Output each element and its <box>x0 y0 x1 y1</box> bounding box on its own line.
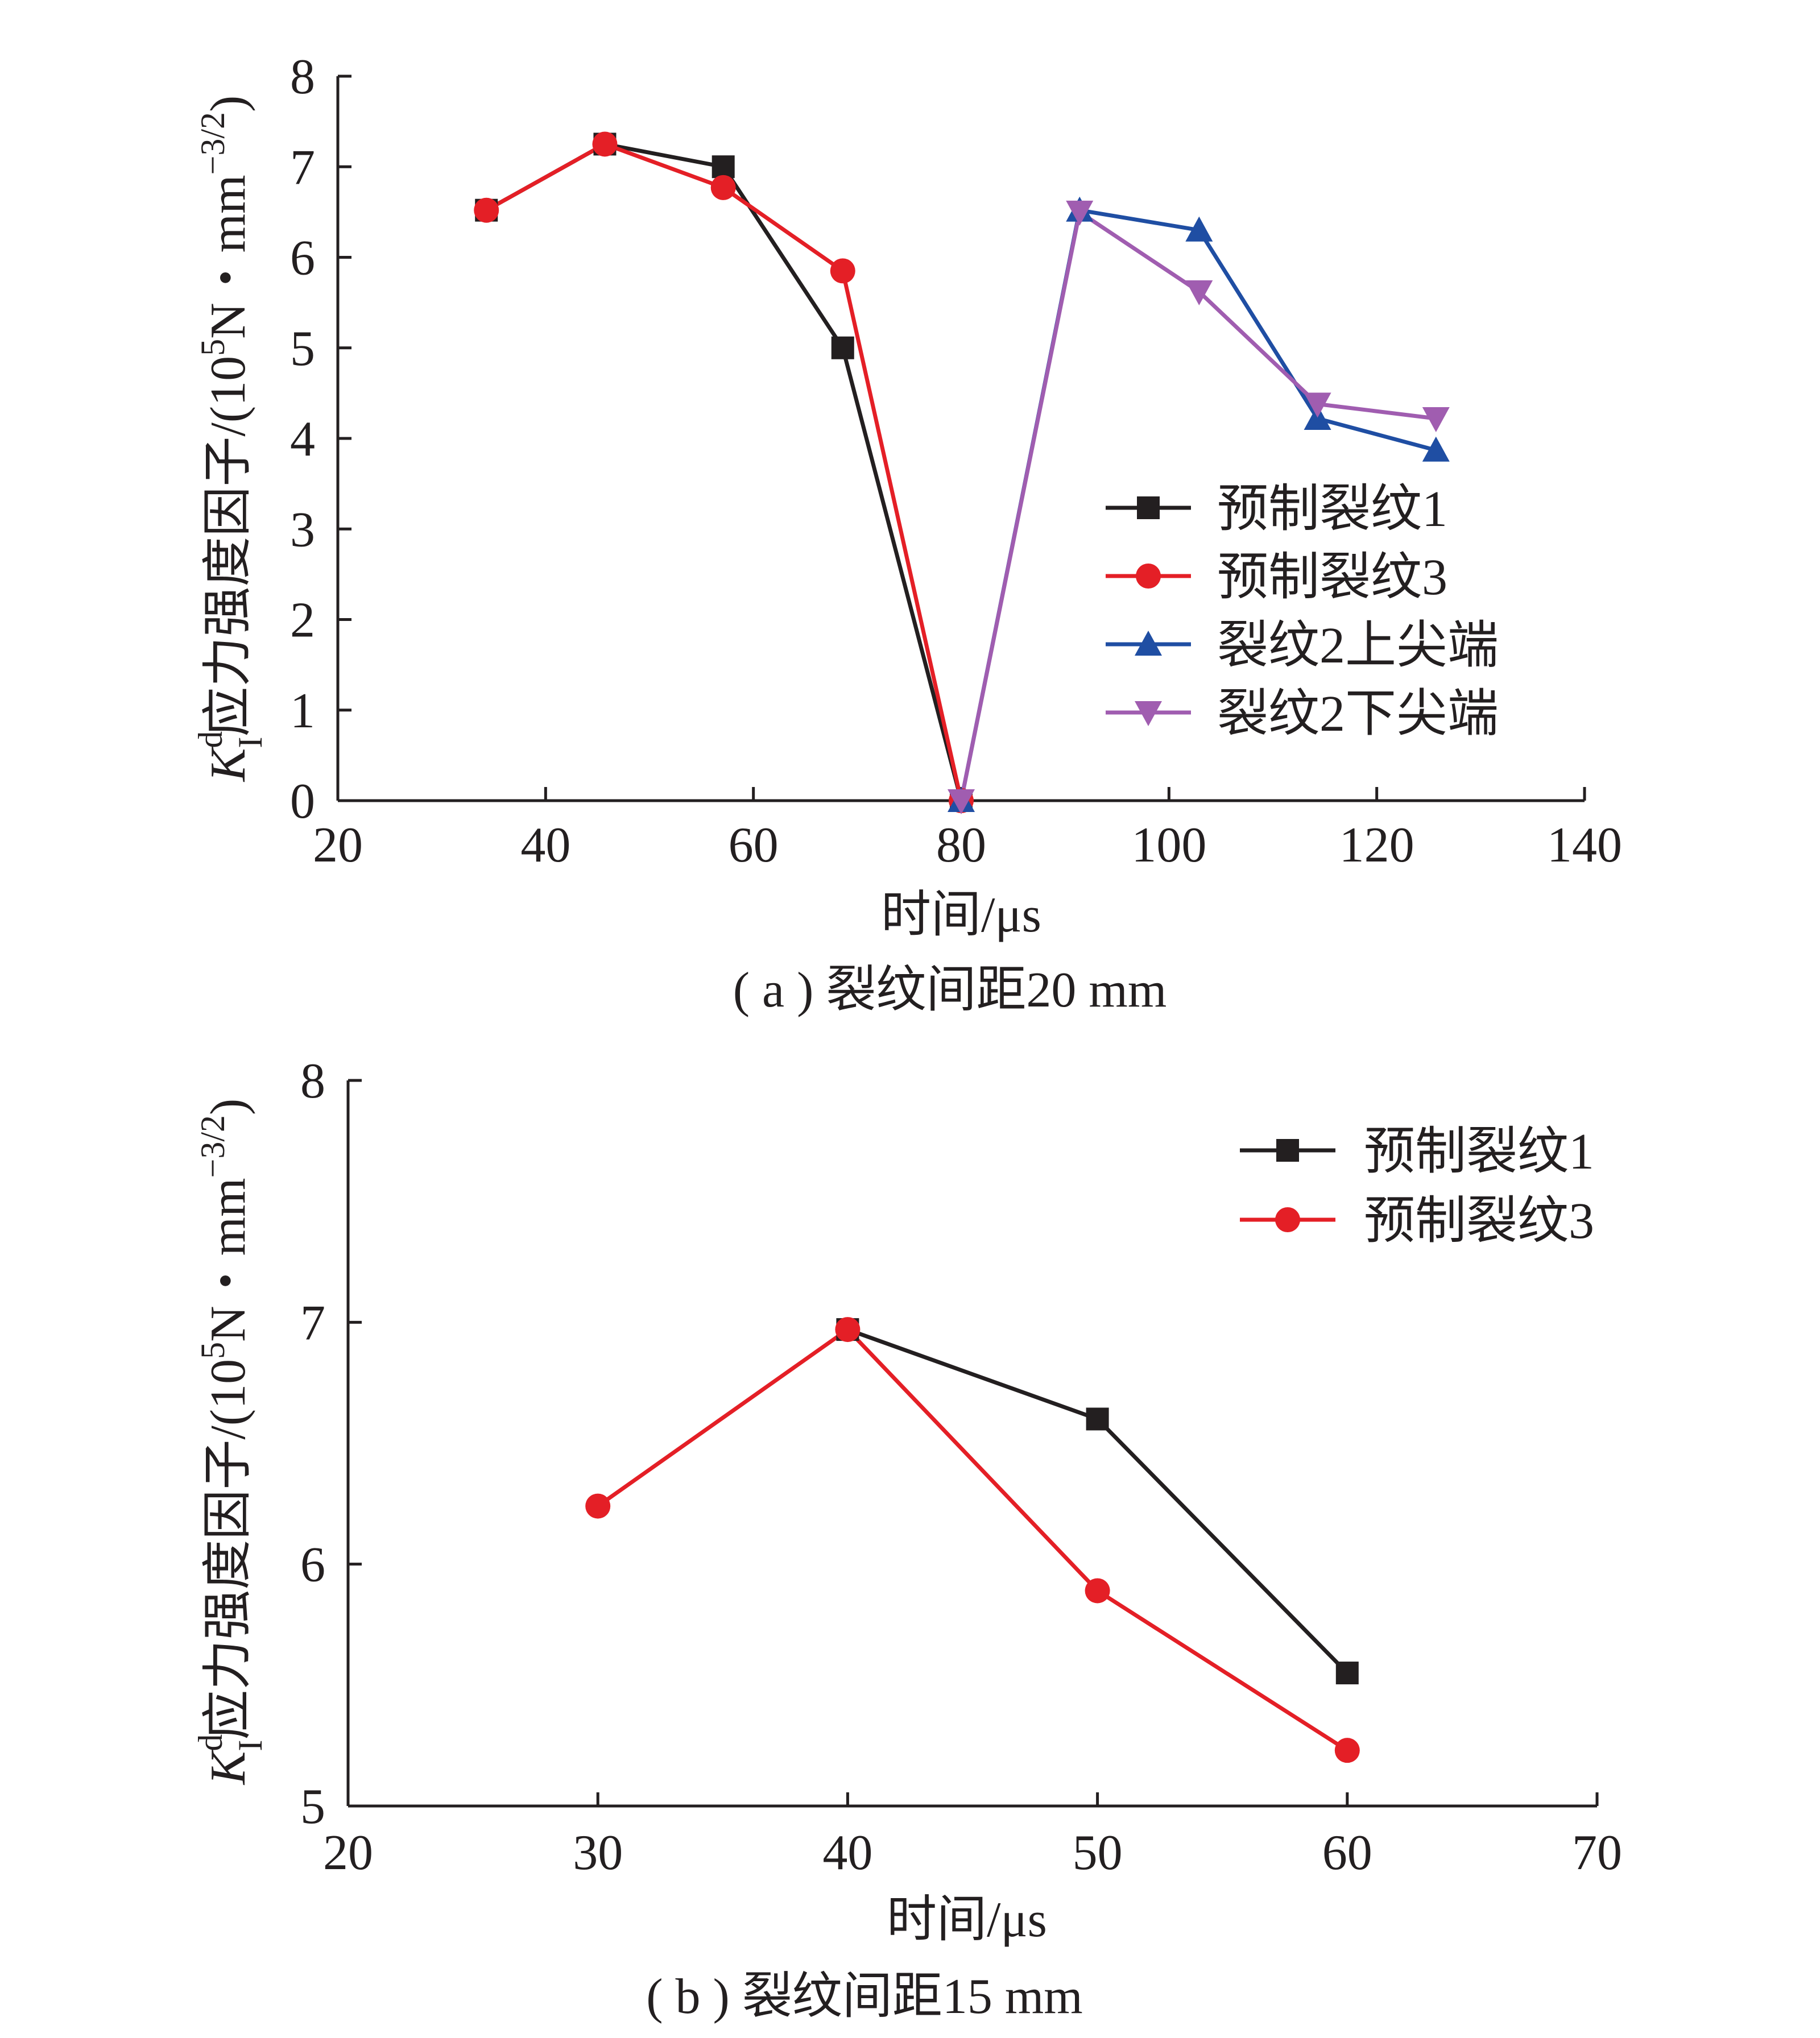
series-1-point <box>1086 1407 1109 1431</box>
y-tick-label: 6 <box>300 1538 325 1593</box>
y-axis-power: 5 <box>194 1342 231 1359</box>
y-axis-title: KdI应力强度因子/(105N・mm−3/2) <box>192 96 269 783</box>
y-tick-label: 5 <box>300 1779 325 1834</box>
y-tick-label: 7 <box>300 1295 325 1351</box>
series-line-1 <box>485 142 963 801</box>
x-tick-label: 120 <box>1339 818 1414 873</box>
x-tick-label: 80 <box>936 818 986 873</box>
x-tick-label: 100 <box>1131 818 1206 873</box>
series-line-2 <box>597 1327 1349 1753</box>
y-axis-subscript: I <box>231 737 269 748</box>
x-tick-label: 30 <box>573 1825 623 1880</box>
y-axis-title: KdI应力强度因子/(105N・mm−3/2) <box>192 1099 269 1786</box>
y-axis-power: 5 <box>194 339 231 356</box>
y-tick-label: 1 <box>290 684 315 739</box>
series-2-point <box>710 175 736 200</box>
legend-marker <box>1136 564 1161 589</box>
series-1-point <box>1335 1662 1359 1685</box>
x-tick-label: 60 <box>1322 1825 1372 1880</box>
figure-caption: ( a ) 裂纹间距20 mm <box>733 963 1167 1018</box>
series-2-point <box>592 131 618 157</box>
series-2-point <box>830 258 855 284</box>
legend-marker <box>1135 631 1162 656</box>
legend-marker <box>1135 701 1162 726</box>
legend-marker <box>1137 496 1160 519</box>
legend: 预制裂纹1 预制裂纹3 <box>1240 1124 1594 1249</box>
series-3-point <box>1422 436 1450 462</box>
y-axis-unit-power: −3/2 <box>194 1115 231 1178</box>
x-tick-label: 50 <box>1073 1825 1123 1880</box>
chart-b: 20 30 40 50 60 705678时间/μsKdI应力强度因子/(105N・mm−… <box>192 1054 1622 2024</box>
chart-a: 20 40 60 80 100 120 140 0 1 2 3 4 5 6 7 8 时间/μs KdI应力强度因子… <box>192 49 1622 1018</box>
series-3-point <box>1185 216 1213 242</box>
y-tick-label: 6 <box>290 231 315 286</box>
series-line-2 <box>485 142 963 801</box>
y-tick-label: 3 <box>290 502 315 557</box>
x-axis-title: 时间/μs <box>881 888 1041 943</box>
y-axis-close: ) <box>201 1099 256 1115</box>
x-tick-label: 40 <box>822 1825 872 1880</box>
x-tick-label: 20 <box>313 818 363 873</box>
series-4-point <box>1304 392 1331 418</box>
x-tick-label: 40 <box>520 818 570 873</box>
x-axis-title: 时间/μs <box>887 1892 1047 1948</box>
series-2-point <box>1334 1738 1360 1763</box>
legend-label: 预制裂纹1 <box>1364 1124 1594 1180</box>
figure-caption: ( b ) 裂纹间距15 mm <box>646 1969 1083 2024</box>
y-axis-superscript: d <box>192 1734 229 1751</box>
y-tick-label: 2 <box>290 593 315 648</box>
y-tick-label: 7 <box>290 140 315 195</box>
y-axis-unit: N・mm <box>201 1178 256 1341</box>
x-tick-label: 140 <box>1547 818 1622 873</box>
legend-label: 预制裂纹1 <box>1217 481 1447 537</box>
y-axis-superscript: d <box>192 731 229 748</box>
legend-label: 预制裂纹3 <box>1217 549 1447 606</box>
y-tick-label: 5 <box>290 321 315 376</box>
series-2-point <box>1085 1578 1110 1604</box>
y-tick-label: 8 <box>290 49 315 105</box>
series-4-point <box>948 789 975 814</box>
y-tick-label: 0 <box>290 774 315 829</box>
y-axis-symbol: K <box>201 1749 256 1786</box>
x-tick-label: 60 <box>729 818 779 873</box>
y-axis-unit: N・mm <box>201 175 256 338</box>
legend-label: 裂纹2下尖端 <box>1217 686 1499 742</box>
y-tick-label: 8 <box>300 1054 325 1109</box>
y-axis-symbol: K <box>201 745 256 782</box>
legend-marker <box>1275 1207 1300 1232</box>
series-1-point <box>831 336 854 359</box>
series-4-point <box>1422 407 1450 432</box>
x-tick-label: 70 <box>1572 1825 1622 1880</box>
series-2-point <box>474 197 499 223</box>
x-tick-label: 20 <box>323 1825 373 1880</box>
series-line-1 <box>847 1327 1349 1675</box>
y-axis-close: ) <box>201 96 256 112</box>
legend-label: 预制裂纹3 <box>1364 1193 1594 1249</box>
series-2-point <box>835 1317 861 1343</box>
series-1-point <box>712 155 735 179</box>
legend-label: 裂纹2上尖端 <box>1217 618 1499 674</box>
y-axis-subscript: I <box>231 1740 269 1751</box>
y-axis-unit-power: −3/2 <box>194 112 231 175</box>
y-axis-text: 应力强度因子/(10 <box>201 1359 256 1740</box>
y-tick-label: 4 <box>290 412 315 467</box>
series-2-point <box>585 1493 611 1519</box>
legend-marker <box>1276 1139 1299 1162</box>
y-axis-text: 应力强度因子/(10 <box>201 356 256 737</box>
series-4-point <box>1185 280 1213 306</box>
series-4-point <box>1066 200 1094 226</box>
